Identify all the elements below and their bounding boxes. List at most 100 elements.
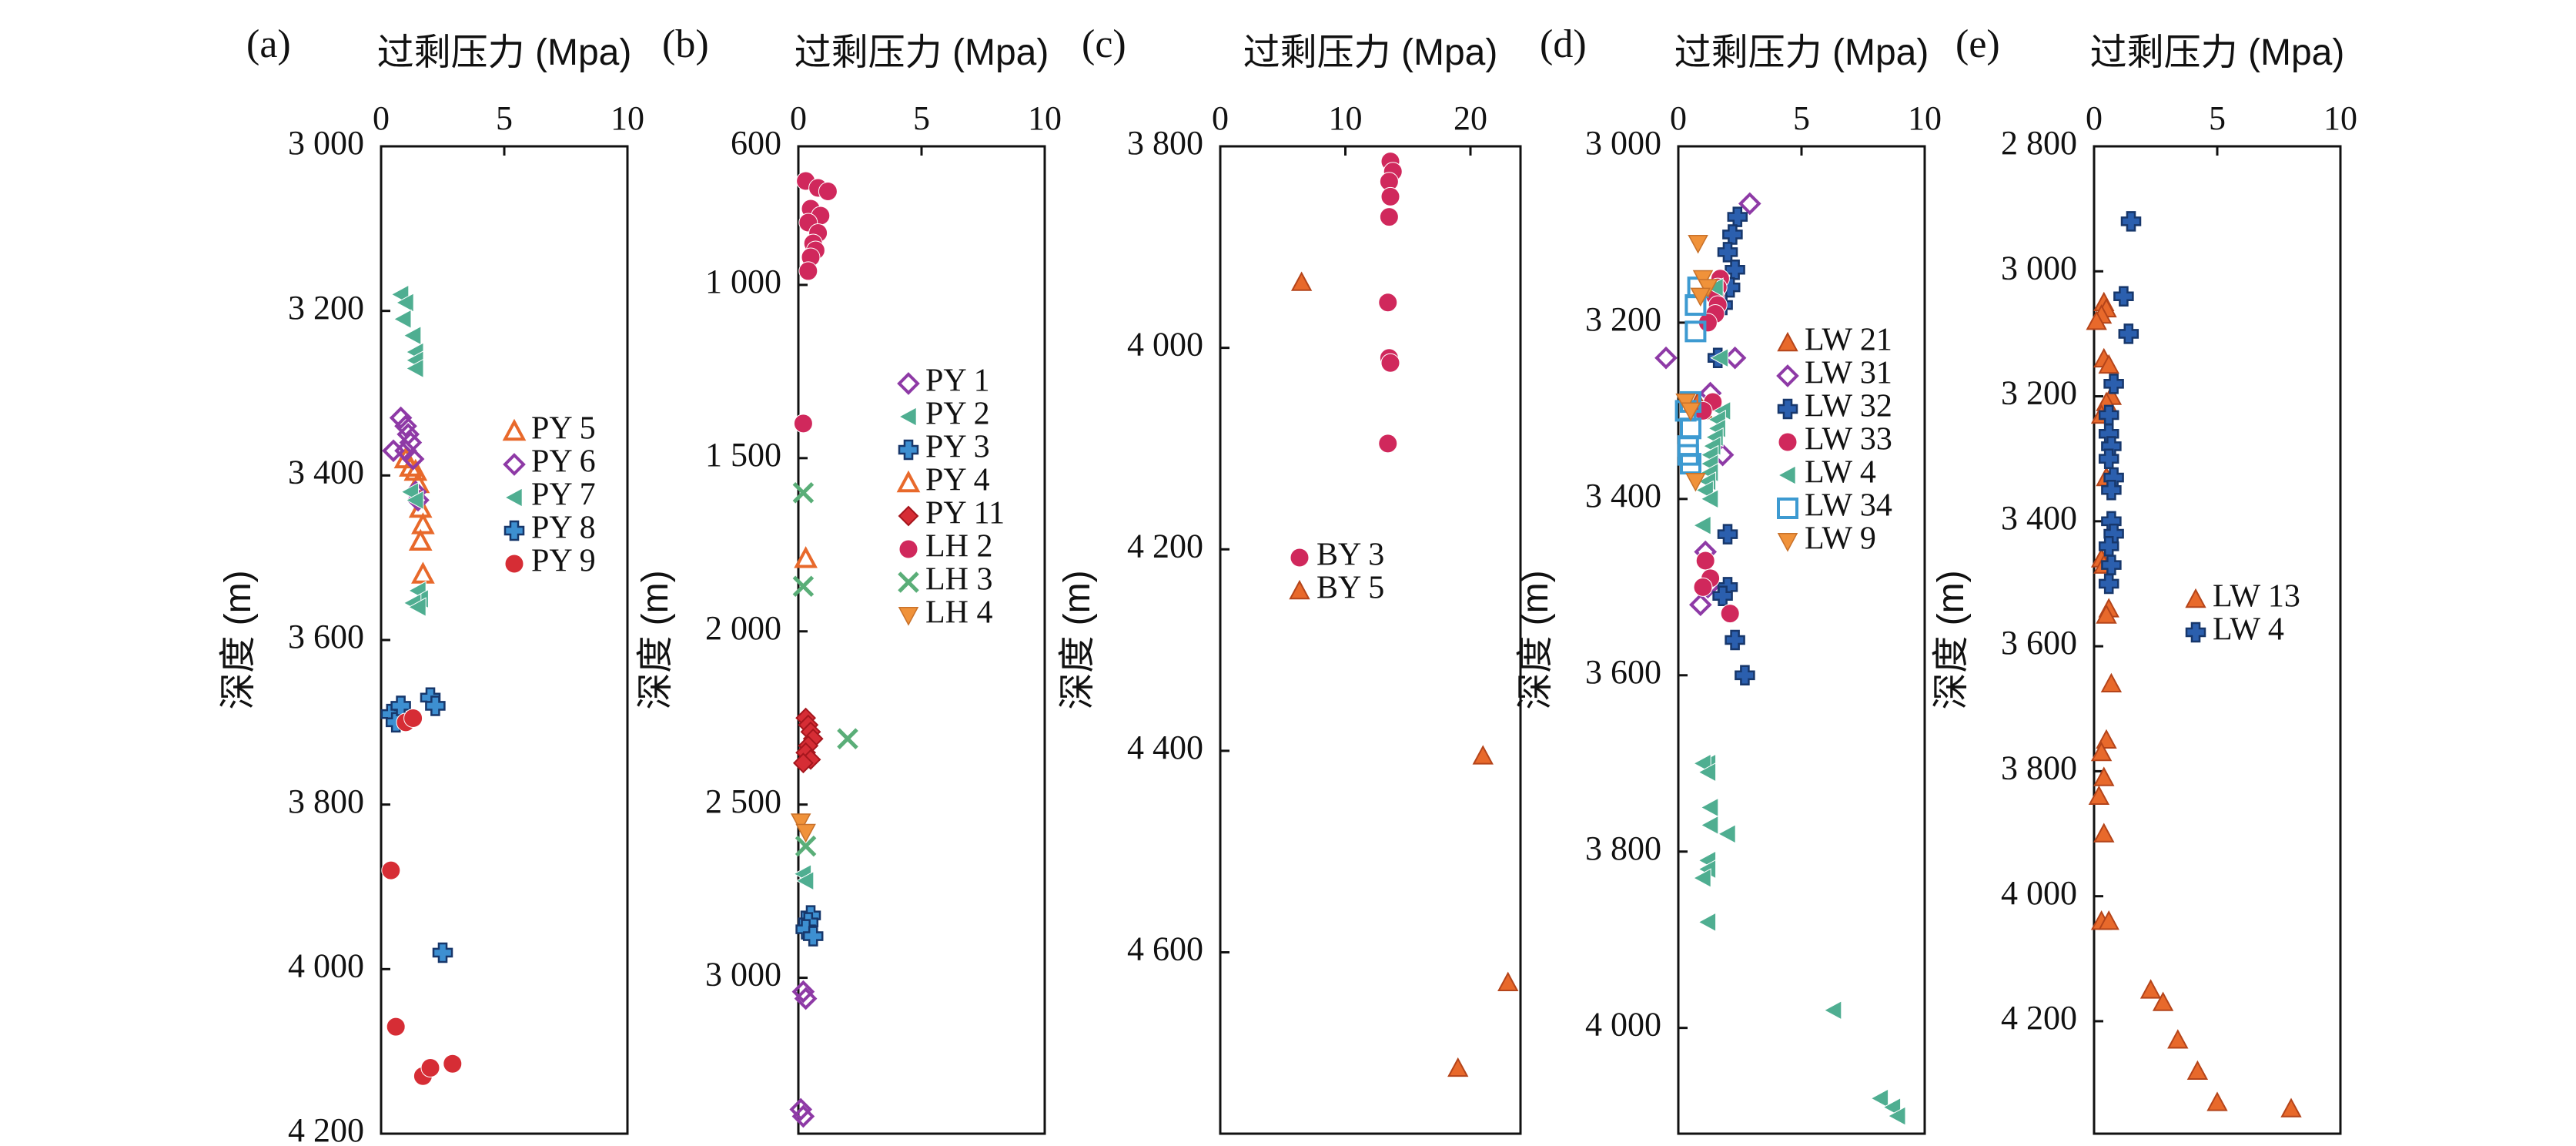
y-tick-label: 3 600 (2001, 624, 2077, 662)
legend-item: LW 13 (2186, 579, 2300, 615)
legend-label: LH 4 (925, 595, 993, 631)
legend-item: PY 2 (899, 397, 990, 432)
data-point (1728, 208, 1747, 226)
legend-marker (899, 441, 918, 459)
data-point (2114, 287, 2133, 306)
y-tick-label: 4 200 (288, 1111, 364, 1146)
x-tick-label: 0 (1670, 99, 1687, 137)
data-point (2208, 1093, 2226, 1110)
y-tick-label: 4 000 (1585, 1006, 1661, 1044)
panel-label: (d) (1540, 22, 1587, 66)
series-by5 (1293, 273, 1517, 1077)
legend-label: LW 4 (2213, 612, 2284, 648)
legend-item: PY 9 (505, 544, 596, 579)
legend-item: PY 6 (505, 444, 596, 480)
data-point (1379, 293, 1397, 312)
data-point (1657, 349, 1675, 367)
legend-marker (1778, 333, 1797, 350)
legend-marker (505, 521, 524, 540)
data-point (2102, 675, 2120, 692)
y-tick-label: 4 000 (2001, 874, 2077, 912)
data-point (394, 310, 411, 328)
data-point (1698, 913, 1715, 931)
legend-item: LH 2 (899, 529, 993, 565)
data-point (421, 1059, 440, 1077)
x-axis-title: 过剩压力 (Mpa) (1243, 32, 1498, 73)
legend-label: LW 34 (1805, 488, 1892, 524)
data-point (404, 709, 423, 727)
y-tick-label: 3 600 (1585, 653, 1661, 691)
data-point (1474, 746, 1492, 763)
y-axis-title: 深度 (m) (1515, 570, 1556, 709)
y-tick-label: 3 800 (288, 782, 364, 820)
legend-marker (505, 455, 524, 474)
data-point (1694, 516, 1711, 534)
legend-marker (899, 407, 916, 426)
legend-item: PY 7 (505, 478, 596, 513)
y-tick-label: 3 000 (288, 124, 364, 162)
legend-marker (899, 474, 918, 491)
legend: PY 5PY 6PY 7PY 8PY 9 (505, 411, 596, 579)
x-tick-label: 0 (373, 99, 390, 137)
y-tick-label: 4 000 (288, 947, 364, 984)
y-tick-label: 3 200 (1585, 300, 1661, 338)
legend-item: PY 3 (899, 430, 990, 465)
legend-label: BY 5 (1316, 571, 1384, 606)
y-tick-label: 2 800 (2001, 124, 2077, 162)
data-point (2282, 1100, 2300, 1117)
x-tick-label: 20 (1454, 99, 1487, 137)
x-axis-title: 过剩压力 (Mpa) (377, 32, 632, 73)
figure-canvas: (a) 过剩压力 (Mpa)深度 (m)0 5 103 0003 2003 4003 … (0, 0, 2576, 1146)
data-point (1293, 273, 1311, 290)
panel-d: (d) 过剩压力 (Mpa) 深度 (m) 0 5 10 3 000 3 200 3 400 3 … (1515, 22, 1942, 1134)
y-tick-label: 4 400 (1127, 729, 1203, 766)
legend-label: PY 5 (531, 411, 596, 447)
y-tick-label: 600 (731, 124, 781, 162)
legend-label: PY 9 (531, 544, 596, 579)
plot-frame (798, 146, 1045, 1134)
legend-marker (2186, 623, 2205, 642)
x-tick-label: 5 (496, 99, 513, 137)
legend-item: LH 4 (899, 595, 993, 631)
y-axis-title: 深度 (m) (218, 570, 259, 709)
series-py9 (382, 709, 462, 1085)
legend-marker (505, 555, 524, 573)
data-point (1723, 225, 1741, 243)
data-point (794, 577, 812, 595)
plot-frame (1220, 146, 1521, 1134)
series-lh3 (794, 484, 857, 856)
legend-marker (1778, 466, 1795, 484)
panel-a: (a) 过剩压力 (Mpa) 深度 (m) 0 5 10 3 000 3 200 3 400 3 … (218, 22, 644, 1146)
data-point (1689, 236, 1708, 253)
data-point (2169, 1030, 2187, 1047)
data-point (1681, 419, 1700, 437)
data-point (2095, 825, 2113, 842)
data-point (1871, 1089, 1888, 1107)
x-axis-title: 过剩压力 (Mpa) (1674, 32, 1929, 73)
data-point (2119, 324, 2138, 343)
data-point (413, 515, 432, 532)
x-tick-label: 10 (1028, 99, 1062, 137)
legend-marker (899, 608, 918, 625)
y-tick-label: 3 200 (2001, 374, 2077, 412)
legend-marker (1778, 499, 1797, 518)
legend-item: PY 8 (505, 511, 596, 546)
series-py3 (797, 906, 823, 946)
legend-item: BY 5 (1290, 571, 1384, 606)
legend-marker (899, 573, 918, 591)
x-axis-title: 过剩压力 (Mpa) (795, 32, 1049, 73)
y-tick-label: 3 400 (2001, 499, 2077, 537)
data-point (794, 484, 812, 502)
legend-item: LW 4 (1778, 455, 1876, 491)
legend-label: PY 1 (925, 364, 990, 399)
y-axis-title: 深度 (m) (1057, 570, 1098, 709)
legend-item: PY 4 (899, 463, 990, 498)
data-point (818, 182, 837, 200)
y-tick-label: 2 000 (705, 609, 781, 647)
data-point (2142, 980, 2160, 997)
data-point (794, 414, 812, 433)
legend-label: LW 31 (1805, 356, 1892, 391)
y-axis-title: 深度 (m) (1931, 570, 1972, 709)
data-point (1696, 551, 1715, 570)
